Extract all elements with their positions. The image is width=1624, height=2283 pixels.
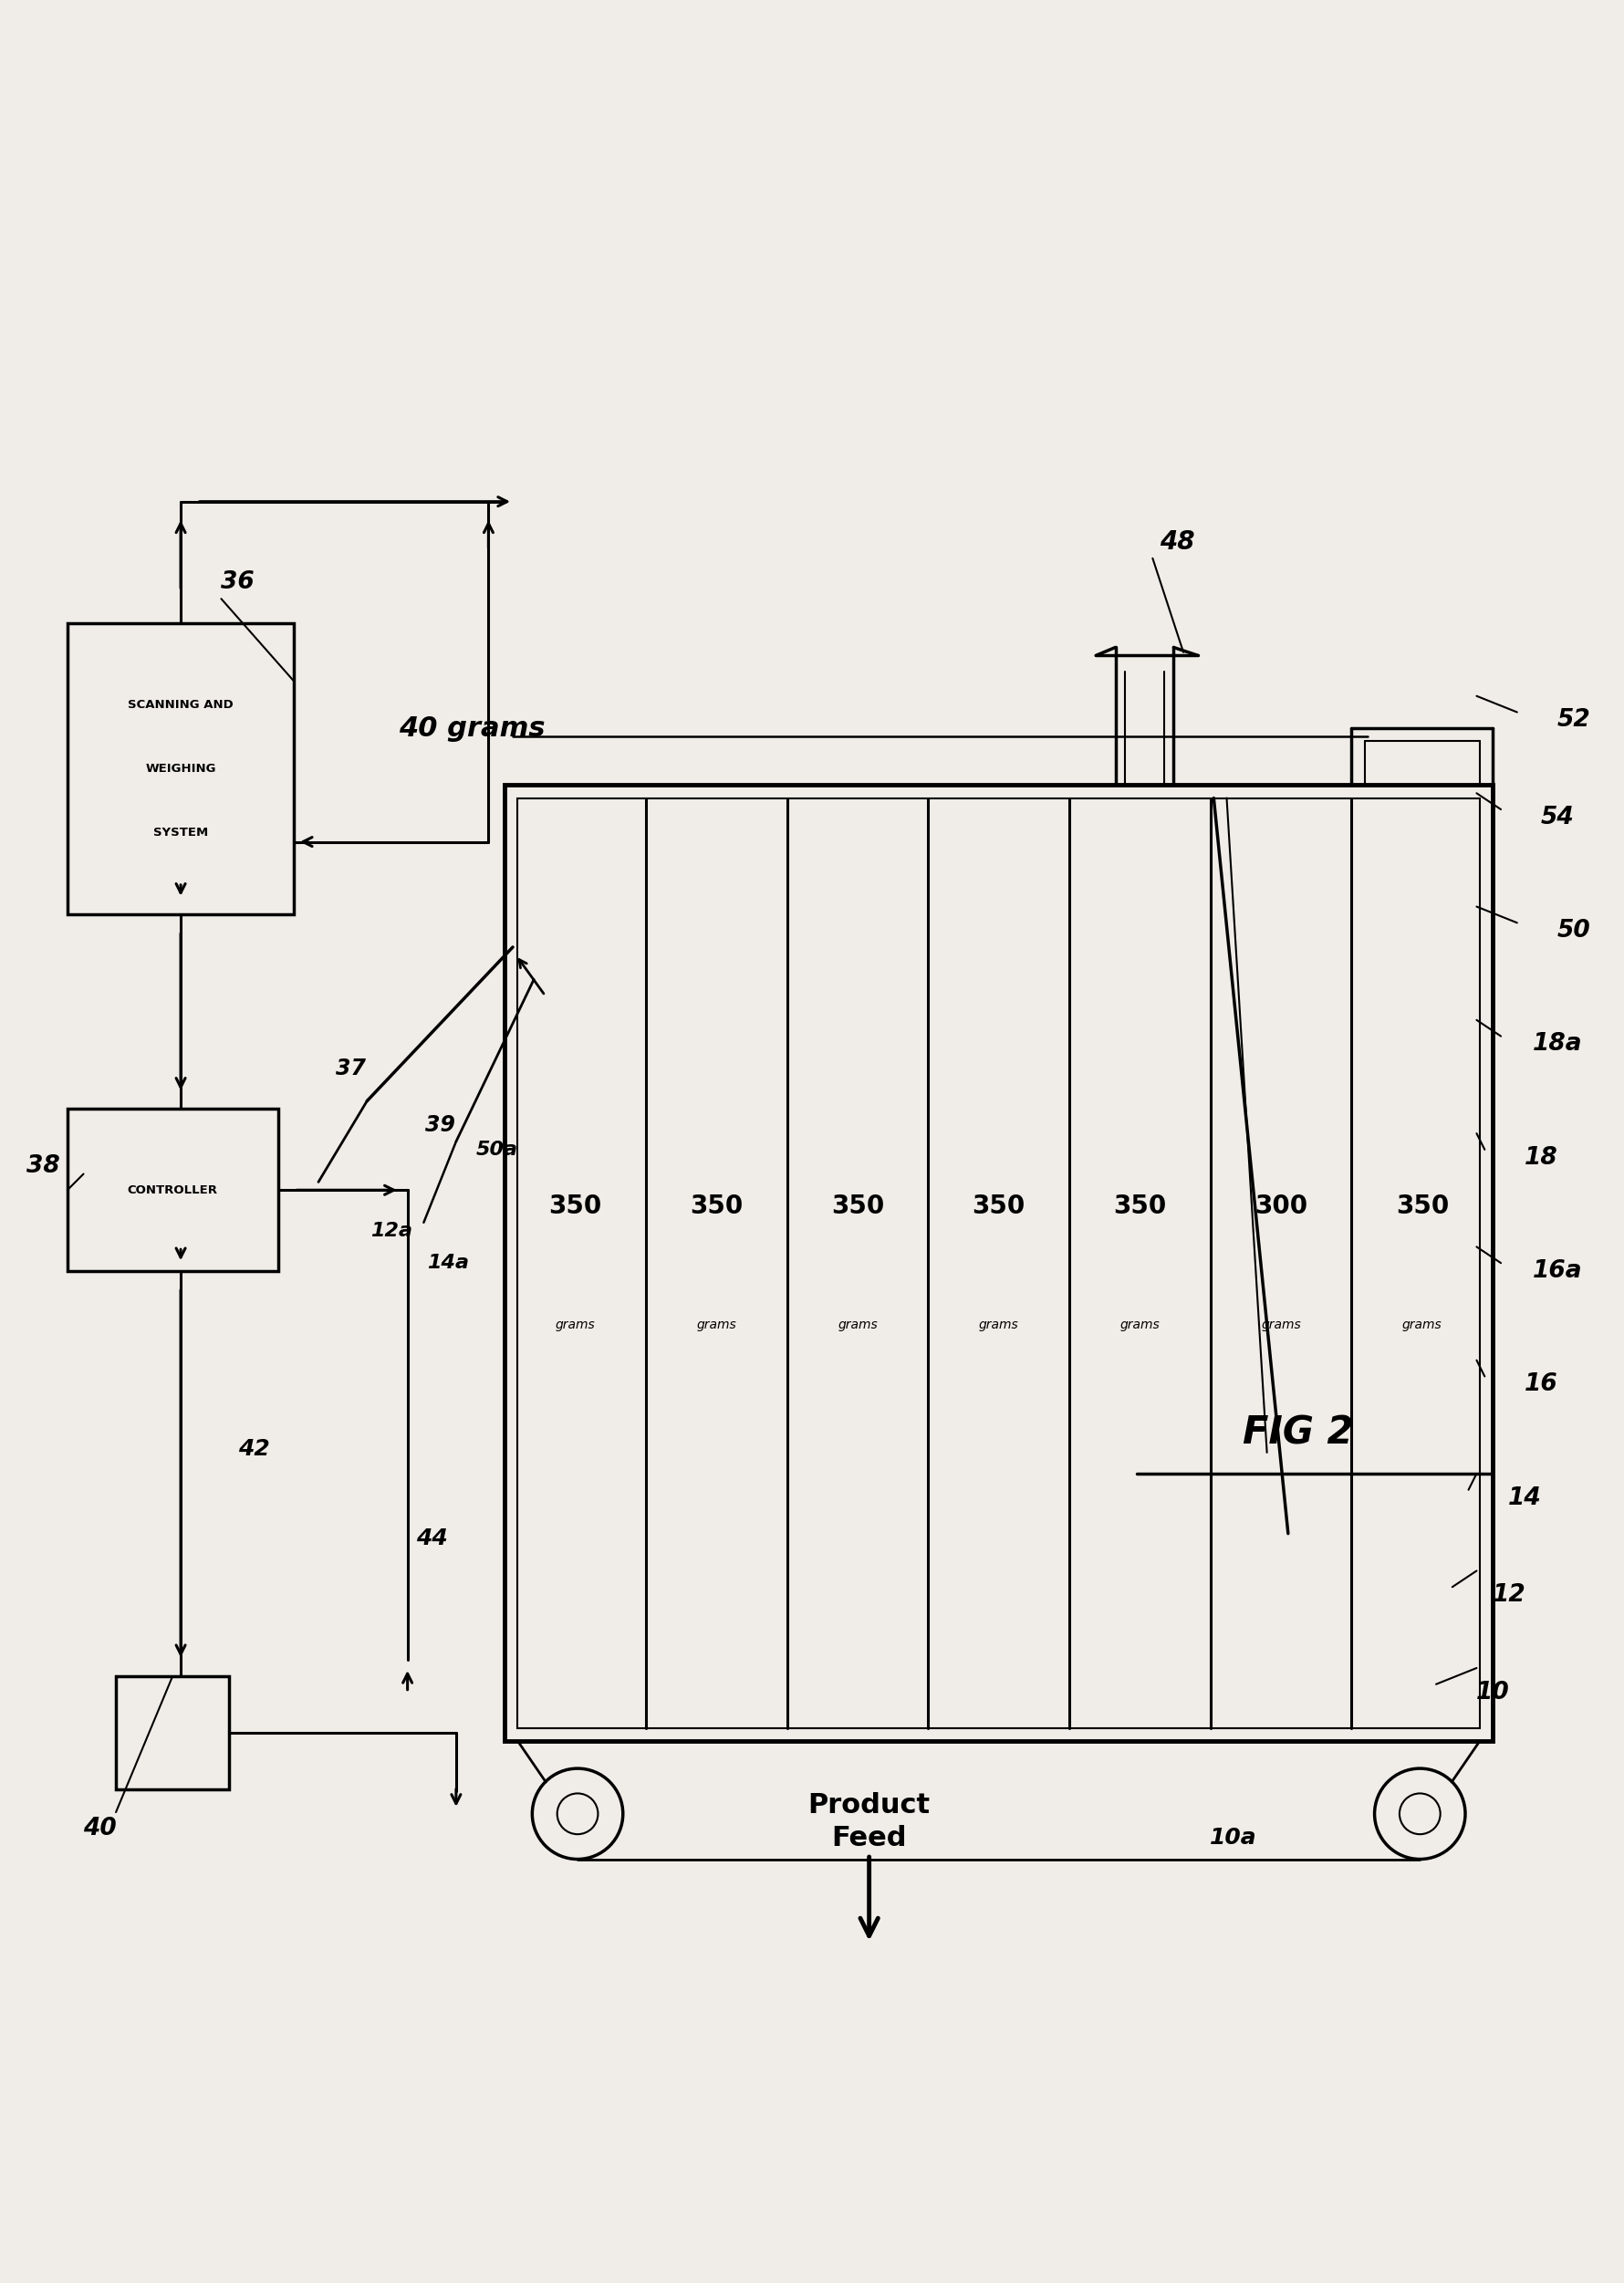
Text: 54: 54 (1540, 806, 1574, 829)
Bar (518, 799, 1479, 1728)
Text: 300: 300 (1254, 1194, 1307, 1219)
Text: grams: grams (978, 1317, 1018, 1331)
Text: grams: grams (1260, 1317, 1301, 1331)
Text: 42: 42 (237, 1438, 270, 1461)
Text: 50a: 50a (476, 1142, 518, 1160)
Text: 350: 350 (1395, 1194, 1449, 1219)
Text: CONTROLLER: CONTROLLER (127, 1185, 218, 1196)
Bar (67, 1110, 278, 1272)
Text: 14: 14 (1507, 1486, 1541, 1509)
Text: grams: grams (1119, 1317, 1160, 1331)
Text: 12a: 12a (370, 1221, 412, 1240)
Text: 10a: 10a (1210, 1826, 1257, 1849)
Text: 350: 350 (549, 1194, 601, 1219)
Text: 18a: 18a (1531, 1032, 1582, 1057)
Text: 37: 37 (336, 1057, 365, 1080)
Text: 38: 38 (26, 1153, 60, 1178)
Text: SYSTEM: SYSTEM (153, 826, 208, 838)
Text: 12: 12 (1491, 1582, 1525, 1607)
Text: 44: 44 (416, 1527, 447, 1550)
Text: 36: 36 (221, 571, 253, 594)
Text: 10: 10 (1475, 1680, 1509, 1703)
Bar (67, 623, 294, 915)
Text: 16: 16 (1523, 1372, 1557, 1397)
Text: 40 grams: 40 grams (400, 715, 546, 742)
Text: 40: 40 (83, 1817, 117, 1840)
Text: grams: grams (555, 1317, 594, 1331)
Text: 18: 18 (1523, 1146, 1557, 1169)
Text: 50: 50 (1556, 920, 1590, 943)
Text: Product: Product (807, 1792, 931, 1820)
Text: grams: grams (697, 1317, 736, 1331)
Text: 14a: 14a (427, 1253, 469, 1272)
Text: 39: 39 (424, 1114, 455, 1137)
Bar (505, 785, 1492, 1742)
Text: FIG 2: FIG 2 (1242, 1413, 1353, 1452)
Text: 350: 350 (830, 1194, 883, 1219)
Text: 350: 350 (971, 1194, 1025, 1219)
Text: Feed: Feed (831, 1824, 906, 1852)
Text: 52: 52 (1556, 708, 1590, 733)
Text: grams: grams (836, 1317, 877, 1331)
Text: 350: 350 (690, 1194, 742, 1219)
Bar (115, 1676, 229, 1790)
Text: 16a: 16a (1531, 1260, 1582, 1283)
Text: 350: 350 (1112, 1194, 1166, 1219)
Text: 48: 48 (1158, 530, 1194, 555)
Text: SCANNING AND: SCANNING AND (128, 699, 234, 710)
Text: WEIGHING: WEIGHING (145, 763, 216, 774)
Text: grams: grams (1402, 1317, 1442, 1331)
